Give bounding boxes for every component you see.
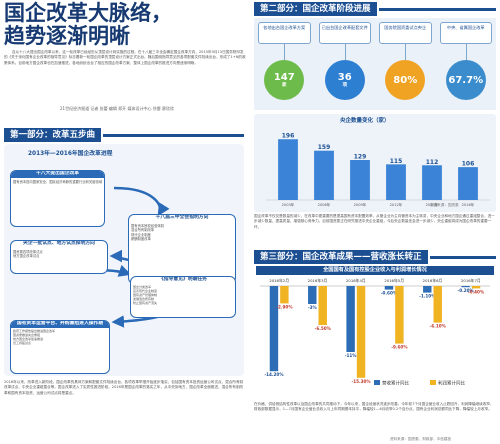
intro-text: 自从十八大提出国企改革以来，这一轮改革已经经历从顶层设计到实施的过程。在十八届三… bbox=[4, 50, 246, 65]
bar2-tick-2: 2016年4月 bbox=[346, 278, 366, 283]
flow-subtitle: 2013年—2016年国企改革进程 bbox=[28, 151, 113, 157]
bar2-s1-label-3: -9.60% bbox=[391, 345, 408, 350]
flow-step-2: 十八届三中全会指明方向 国有资本授权经营体制 混合所有制改革 现代企业制度 薪酬… bbox=[128, 214, 236, 284]
bar1-bar-3 bbox=[386, 164, 406, 200]
bar2-s1-bar-0 bbox=[280, 286, 289, 304]
bar2-s0-label-3: -0.60% bbox=[381, 291, 398, 296]
legend-swatch-1 bbox=[430, 380, 436, 385]
bar2-s0-bar-3 bbox=[384, 286, 394, 290]
bar2-s0-label-1: -3% bbox=[308, 305, 318, 310]
bar2-s1-bar-4 bbox=[433, 286, 442, 323]
bar2-tick-3: 2016年5月 bbox=[384, 278, 404, 283]
flow-step-4: 《指导意见》明确任务 国企分类改革 完善现代企业制度 国有资产管理体制 发展混合… bbox=[130, 276, 236, 318]
progress-label-2: 已出台国企改革配套文件 bbox=[318, 22, 371, 44]
bar1-value-0: 196 bbox=[282, 133, 295, 140]
bar2-s1-bar-2 bbox=[356, 286, 366, 378]
bar1-tick-2: 2009年 bbox=[354, 202, 367, 207]
bar2-s0-label-0: -14.20% bbox=[264, 372, 284, 377]
progress-circle-1: 147 家 bbox=[264, 60, 305, 100]
progress-circle-3: 80% bbox=[385, 60, 426, 100]
progress-value-1: 147 bbox=[273, 72, 295, 83]
source-note: 资料来源：国资委、财政部，中信建投 bbox=[390, 437, 452, 441]
byline: 21世纪经济报道 记者 张蕾 编辑 郑开 媒体设计中心 徐雷 廖欣欣 bbox=[60, 106, 174, 111]
mid-text: 国企改革不仅仅是数量的减少，在改革中更重要的是提高国有资本配置效率，从管企业为主… bbox=[254, 214, 495, 229]
bar2-s1-bar-1 bbox=[318, 286, 327, 325]
progress-value-3: 80% bbox=[393, 74, 418, 86]
section2-label: 第二部分：国企改革阶段进展 bbox=[254, 2, 377, 16]
bar1-tick-1: 2006年 bbox=[318, 202, 331, 207]
bar1-value-3: 115 bbox=[390, 158, 403, 165]
bar1-value-2: 129 bbox=[354, 154, 367, 161]
bar2-s1-label-4: -6.10% bbox=[430, 324, 447, 329]
flow-footer-text: 2016年以来，改革进入新阶段，国企改革的具体方案和配套文件陆续出台，各项改革举… bbox=[4, 380, 244, 395]
flow-step-3: 央企一批试点、地方试点探明方向 国资委四项改革试点 地方国企改革试点 bbox=[10, 240, 108, 274]
bar1-tick-0: 2003年 bbox=[282, 202, 295, 207]
section3-label: 第三部分：国企改革成果——营收涨长转正 bbox=[254, 250, 428, 264]
central-soe-count-chart: 196 2003年 159 2006年 129 2009年 115 2012年 112 2015年… bbox=[266, 133, 490, 207]
legend-label-0: 营收累计同比 bbox=[382, 380, 409, 387]
bar2-s0-bar-0 bbox=[269, 286, 279, 372]
bar2-s1-label-5: -0.40% bbox=[468, 289, 485, 294]
progress-value-4: 67.7% bbox=[448, 74, 484, 86]
bar1-tick-5: 2016年 bbox=[462, 202, 475, 207]
progress-value-2: 36 bbox=[337, 72, 352, 83]
section2-header: 第二部分：国企改革阶段进展 bbox=[254, 2, 496, 16]
progress-label-4: 中央、省属国企改革 bbox=[439, 22, 492, 44]
bar2-s0-bar-1 bbox=[308, 286, 317, 304]
bar2-tick-1: 2016年3月 bbox=[308, 278, 328, 283]
bar1-value-1: 159 bbox=[318, 144, 331, 151]
page-title: 国企改革大脉络， 趋势逐渐明晰 bbox=[4, 1, 172, 48]
bar1-value-4: 112 bbox=[426, 159, 439, 166]
progress-circle-2: 36 项 bbox=[324, 60, 365, 100]
section1-header: 第一部分：改革五步曲 bbox=[4, 128, 244, 142]
bar2-s0-bar-5 bbox=[461, 286, 470, 288]
bar-chart-source: 数据来源：国资委 bbox=[430, 203, 459, 207]
legend-swatch-0 bbox=[374, 380, 380, 385]
bar1-value-5: 106 bbox=[462, 161, 475, 168]
bar2-s0-bar-4 bbox=[423, 286, 432, 293]
progress-label-1: 各地出台国企改革方案 bbox=[258, 22, 311, 44]
bar2-s1-label-2: -15.30% bbox=[351, 379, 371, 384]
progress-panel: 各地出台国企改革方案 147 家已出台国企改革配套文件 36 项国务院国资委试点央企 80… bbox=[254, 18, 496, 110]
revenue-profit-chart: 2016年2月 2016年3月 2016年4月 2016年5月 2016年6月 2016年… bbox=[260, 278, 490, 387]
bar1-bar-0 bbox=[278, 139, 298, 200]
bar2-s0-label-5: -0.20% bbox=[457, 288, 474, 293]
progress-label-3: 国务院国资委试点央企 bbox=[379, 22, 432, 44]
flow-step-1: 十八大提出国企改革 国有资本投向国家安全、国民经济命脉的重要行业和关键领域 bbox=[10, 170, 105, 227]
section1-label: 第一部分：改革五步曲 bbox=[4, 128, 102, 142]
bar1-tick-3: 2012年 bbox=[390, 202, 403, 207]
bar2-s1-label-1: -6.50% bbox=[315, 326, 332, 331]
bar2-s0-bar-2 bbox=[346, 286, 355, 352]
bar-chart-title: 央企数量变化（家） bbox=[340, 118, 390, 124]
bar1-bar-4 bbox=[422, 165, 442, 200]
bar2-s1-bar-3 bbox=[395, 286, 404, 344]
bar1-bar-5 bbox=[458, 167, 478, 200]
bar2-s0-label-4: -1.10% bbox=[419, 294, 436, 299]
section3-header: 第三部分：国企改革成果——营收涨长转正 bbox=[254, 250, 496, 264]
bar2-s1-bar-5 bbox=[471, 286, 481, 289]
bar2-s1-label-0: -2.90% bbox=[276, 304, 293, 309]
footer-text: 在价格、供给侧结构性改革以及国企改革的共同推动下，今年以来，国企经营状况逐步改善… bbox=[254, 402, 494, 412]
bar2-tick-5: 2016年7月 bbox=[461, 278, 481, 283]
revenue-chart-title: 全国国有及国有控股企业收入与利润增长情况 bbox=[256, 266, 494, 275]
bar1-bar-1 bbox=[314, 150, 334, 200]
bar2-tick-4: 2016年6月 bbox=[423, 278, 443, 283]
bar2-tick-0: 2016年2月 bbox=[269, 278, 289, 283]
legend-label-1: 利润累计同比 bbox=[438, 380, 465, 387]
flow-step-5: 国有资本运营平台、并购重组进入操作期 政府工作报告提出推进国企改革 国资委推进央… bbox=[10, 320, 110, 374]
bar1-bar-2 bbox=[350, 160, 370, 200]
bar2-s0-label-2: -11% bbox=[345, 353, 358, 358]
bar1-tick-4: 2015年 bbox=[426, 202, 439, 207]
progress-circle-4: 67.7% bbox=[445, 60, 486, 100]
